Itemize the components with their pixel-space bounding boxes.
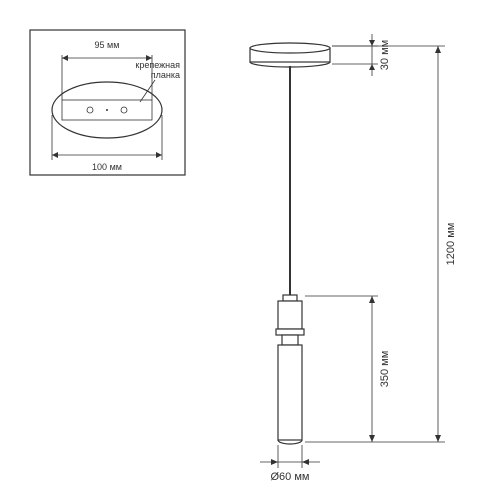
inset-bottom-dim: 100 мм bbox=[92, 162, 122, 172]
canopy-height-label: 30 мм bbox=[379, 40, 391, 70]
total-drop-label: 1200 мм bbox=[445, 223, 457, 266]
inset-top-dim: 95 мм bbox=[95, 40, 120, 50]
technical-diagram: 95 мм крепежная планка 100 мм bbox=[0, 0, 500, 500]
inset-drawing: 95 мм крепежная планка 100 мм bbox=[30, 30, 185, 175]
inset-side-label-2: планка bbox=[151, 70, 180, 80]
pendant-lamp bbox=[250, 43, 330, 444]
diameter-label: Ø60 мм bbox=[271, 471, 310, 483]
pendant-height-label: 350 мм bbox=[379, 351, 391, 388]
inset-side-label-1: крепежная bbox=[135, 60, 180, 70]
